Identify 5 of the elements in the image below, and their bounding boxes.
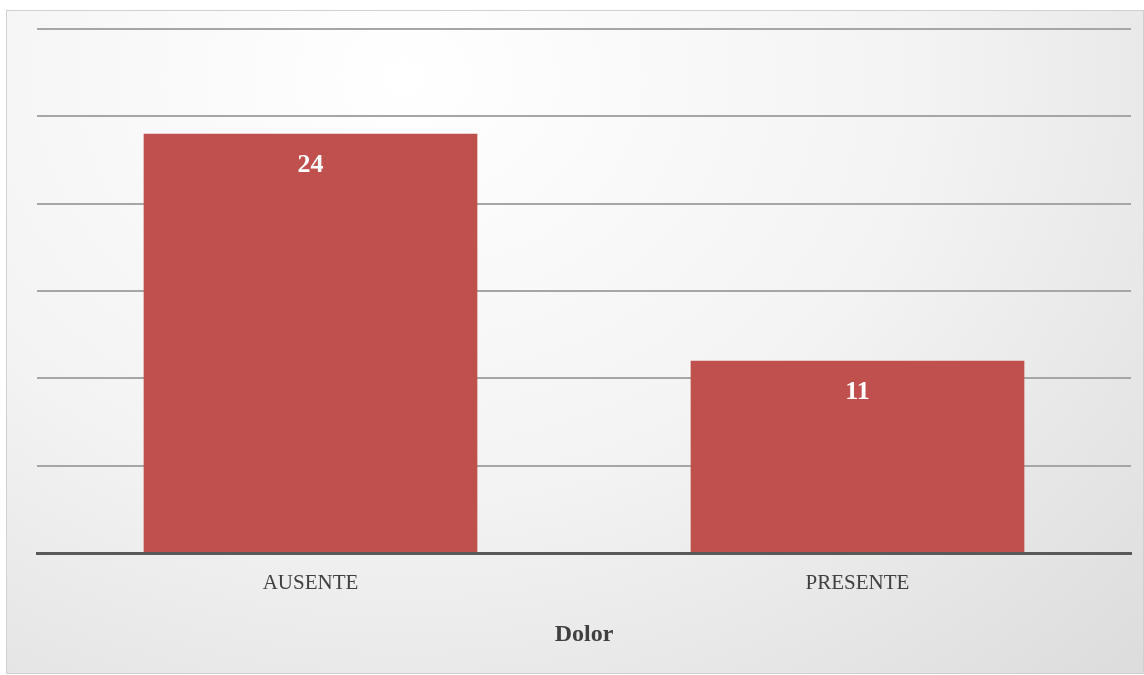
x-tick-label: PRESENTE — [805, 570, 910, 595]
x-tick-label: AUSENTE — [262, 570, 359, 595]
x-axis-title: Dolor — [554, 619, 614, 646]
data-label: 24 — [297, 148, 324, 178]
data-label: 11 — [845, 375, 870, 405]
